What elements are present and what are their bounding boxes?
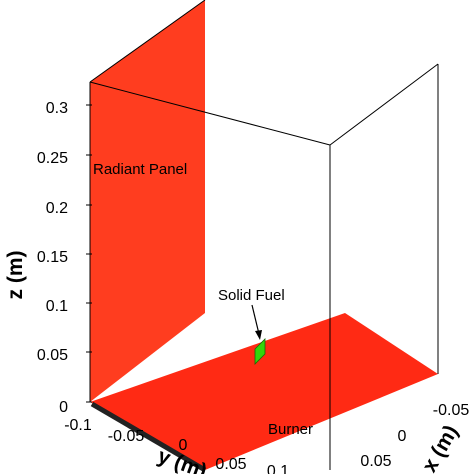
z-axis-ticks [86, 104, 92, 403]
y-tick-label: -0.1 [64, 417, 92, 434]
z-axis-title: z (m) [4, 251, 27, 300]
z-tick-label: 0.05 [37, 347, 68, 364]
y-tick-label: 0 [179, 437, 188, 454]
z-tick-label: 0.2 [46, 200, 68, 217]
x-axis: -0.05 0 0.05 x (m) [360, 402, 469, 474]
z-tick-label: 0.15 [37, 249, 68, 266]
radiant-panel-label: Radiant Panel [93, 161, 187, 178]
z-tick-label: 0.1 [46, 298, 68, 315]
bounding-box [89, 0, 439, 470]
z-axis: 0 0.05 0.1 0.15 0.2 0.25 0.3 z (m) [4, 100, 92, 416]
x-tick-label: 0 [398, 428, 407, 445]
burner-label: Burner [268, 421, 313, 438]
solid-fuel-sample [254, 338, 266, 365]
y-tick-label: -0.05 [108, 428, 145, 445]
y-tick-label: 0.05 [215, 456, 246, 473]
x-tick-label: -0.05 [433, 402, 470, 419]
solid-fuel-label: Solid Fuel [218, 287, 285, 304]
solid-fuel-arrow [251, 304, 260, 335]
solid-fuel-arrowhead [255, 330, 262, 340]
z-tick-label: 0.3 [46, 100, 68, 117]
z-tick-label: 0 [59, 399, 68, 416]
z-tick-label: 0.25 [37, 150, 68, 167]
y-tick-label: 0.1 [267, 463, 289, 474]
burner-front-edge [90, 401, 207, 473]
radiant-panel-plane [90, 0, 205, 402]
burner-plane [90, 313, 438, 470]
x-tick-label: 0.05 [360, 453, 391, 470]
x-axis-title: x (m) [418, 421, 463, 474]
